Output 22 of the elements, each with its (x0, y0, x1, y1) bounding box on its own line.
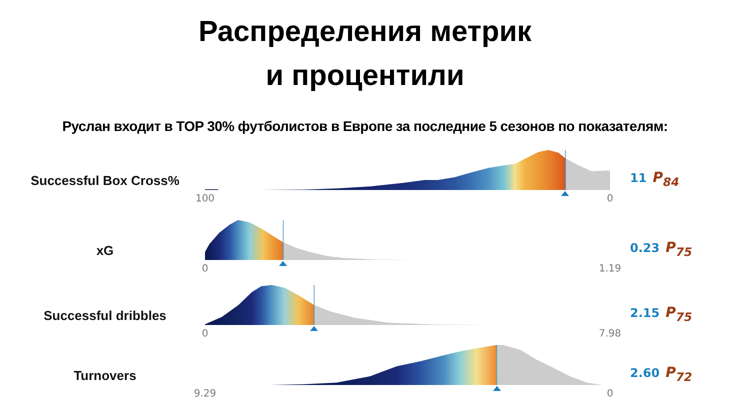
x-tick-label: 9.29 (194, 388, 216, 400)
text: P$_{75}$ (666, 305, 692, 324)
y-axis-title: Successful Box Cross% (30, 173, 180, 188)
x-tick-label: 1.19 (598, 264, 622, 275)
ref-line-label: 2.15 (630, 306, 660, 320)
x-tick-label: 0 (202, 264, 208, 275)
x-tick-label: 100 (195, 194, 215, 205)
y-axis-title: xG (95, 243, 115, 258)
chart-subtitle: Руслан входит в TOP 30% футболистов в Европе за последние 5 сезонов по показателям: (61, 118, 669, 134)
x-tick-label: 0 (202, 328, 208, 340)
y-axis-title: Turnovers (72, 368, 138, 383)
ref-line-label: 2.60 (630, 366, 660, 380)
x-tick-label: 0 (606, 388, 614, 400)
x-tick-label: 7.98 (598, 328, 622, 340)
ref-line-label: 0.23 (630, 241, 660, 255)
ref-line-label: 11 (630, 171, 647, 185)
y-axis-title: Successful dribbles (42, 308, 168, 323)
text: P$_{84}$ (652, 170, 680, 189)
x-tick-label: 0 (606, 194, 614, 205)
text: P$_{72}$ (666, 365, 692, 384)
text: P$_{75}$ (666, 240, 692, 259)
chart-title: Распределения метрик и процентили (197, 15, 533, 94)
